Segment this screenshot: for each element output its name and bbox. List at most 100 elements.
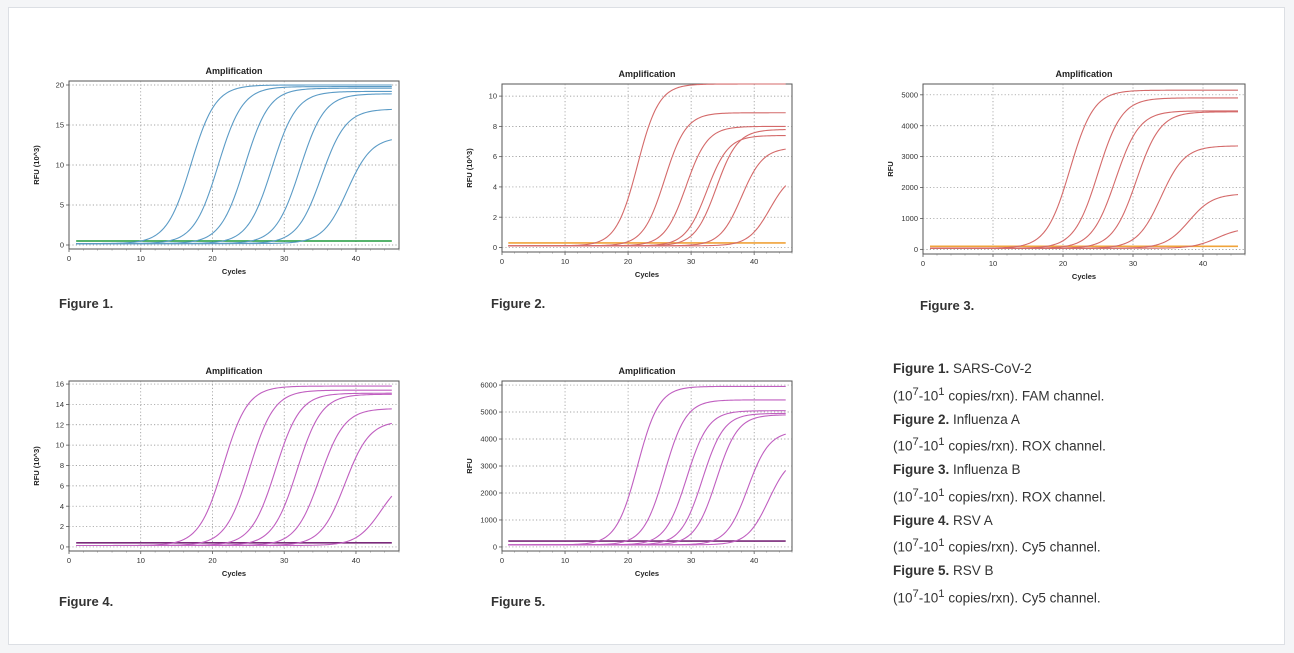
legend-exp-b: 1 <box>938 385 945 398</box>
x-tick-label: 40 <box>750 257 758 266</box>
y-tick-label: 8 <box>60 461 64 470</box>
y-tick-label: 16 <box>56 380 64 389</box>
legend-fig-label: Figure 4. <box>893 512 950 528</box>
x-tick-label: 10 <box>137 556 145 565</box>
y-axis-label: RFU (10^3) <box>465 148 474 188</box>
figure-legend: Figure 1. SARS-CoV-2 (107-101 copies/rxn… <box>893 357 1273 610</box>
plot-area <box>922 83 1246 255</box>
legend-range-a: (10 <box>893 539 913 555</box>
legend-channel: copies/rxn). ROX channel. <box>944 438 1106 454</box>
x-tick-label: 10 <box>561 257 569 266</box>
legend-entry-figure-1: Figure 1. SARS-CoV-2 (107-101 copies/rxn… <box>893 357 1273 408</box>
y-tick-label: 1000 <box>901 214 918 223</box>
legend-exp-b: 1 <box>938 587 945 600</box>
x-tick-label: 0 <box>500 556 504 565</box>
y-tick-label: 8 <box>493 122 497 131</box>
legend-entry-figure-3: Figure 3. Influenza B (107-101 copies/rx… <box>893 458 1273 509</box>
y-tick-label: 4000 <box>901 121 918 130</box>
legend-channel: copies/rxn). Cy5 channel. <box>944 539 1101 555</box>
x-axis-label: Cycles <box>222 569 246 578</box>
legend-exp-a: 7 <box>912 436 919 448</box>
x-tick-label: 0 <box>67 556 71 565</box>
caption-figure-2: Figure 2. <box>491 296 546 311</box>
y-tick-label: 5000 <box>901 90 918 99</box>
x-tick-label: 40 <box>352 254 360 263</box>
legend-target: RSV B <box>949 563 994 578</box>
caption-figure-4: Figure 4. <box>59 594 114 609</box>
x-tick-label: 30 <box>280 254 288 263</box>
legend-entry-figure-4: Figure 4. RSV A (107-101 copies/rxn). Cy… <box>893 509 1273 560</box>
chart-title: Amplification <box>618 366 675 376</box>
legend-exp-b: 1 <box>938 537 945 549</box>
amplification-curve <box>76 139 392 245</box>
legend-exp-a: 7 <box>912 385 919 398</box>
legend-exp-b: 1 <box>938 486 945 499</box>
legend-exp-a: 7 <box>912 537 919 549</box>
y-axis-label: RFU (10^3) <box>32 446 41 486</box>
y-tick-label: 10 <box>56 161 64 170</box>
x-axis-label: Cycles <box>222 267 246 276</box>
legend-entry-figure-5: Figure 5. RSV B (107-101 copies/rxn). Cy… <box>893 559 1273 610</box>
y-tick-label: 0 <box>493 243 497 252</box>
y-axis-label: RFU <box>886 161 895 176</box>
x-tick-label: 40 <box>1199 259 1207 268</box>
y-tick-label: 0 <box>493 543 497 552</box>
x-tick-label: 20 <box>624 556 632 565</box>
x-axis-label: Cycles <box>635 569 659 578</box>
y-tick-label: 2000 <box>480 489 497 498</box>
y-tick-label: 6000 <box>480 381 497 390</box>
legend-exp-a: 7 <box>912 486 919 499</box>
plot-area <box>68 80 400 250</box>
x-tick-label: 10 <box>989 259 997 268</box>
y-tick-label: 0 <box>914 245 918 254</box>
x-tick-label: 30 <box>280 556 288 565</box>
legend-fig-label: Figure 3. <box>893 462 950 477</box>
y-tick-label: 0 <box>60 543 64 552</box>
y-tick-label: 14 <box>56 400 64 409</box>
plot-area <box>501 380 793 552</box>
amplification-curve <box>508 470 787 546</box>
x-tick-label: 40 <box>352 556 360 565</box>
legend-range-a: (10 <box>893 489 913 504</box>
y-tick-label: 6 <box>493 152 497 161</box>
x-axis-label: Cycles <box>635 270 659 279</box>
chart-figure-3: Amplification 0 10 20 30 40 0 1000 2000 3000 4000 5… <box>886 69 1246 281</box>
x-tick-label: 20 <box>208 254 216 263</box>
x-tick-label: 0 <box>67 254 71 263</box>
y-tick-label: 1000 <box>480 516 497 525</box>
chart-figure-4: Amplification 0 10 20 30 40 0 2 4 6 8 10 12 14 16 Cycle… <box>32 366 400 578</box>
y-axis-label: RFU (10^3) <box>32 145 41 185</box>
legend-channel: copies/rxn). ROX channel. <box>944 489 1106 504</box>
legend-range-b: -10 <box>918 388 939 403</box>
y-tick-label: 10 <box>56 441 64 450</box>
legend-target: RSV A <box>949 512 993 528</box>
y-tick-label: 5000 <box>480 408 497 417</box>
x-tick-label: 40 <box>750 556 758 565</box>
y-tick-label: 12 <box>56 420 64 429</box>
amplification-curve <box>930 230 1239 249</box>
amplification-curve <box>76 84 392 245</box>
y-tick-label: 2000 <box>901 183 918 192</box>
y-tick-label: 3000 <box>480 462 497 471</box>
chart-title: Amplification <box>205 366 262 376</box>
y-tick-label: 4 <box>60 502 64 511</box>
chart-title: Amplification <box>1055 69 1112 79</box>
y-tick-label: 15 <box>56 121 64 130</box>
caption-figure-3: Figure 3. <box>920 298 975 313</box>
y-tick-label: 2 <box>493 213 497 222</box>
legend-range-a: (10 <box>893 438 913 454</box>
x-tick-label: 30 <box>1129 259 1137 268</box>
y-tick-label: 2 <box>60 522 64 531</box>
y-tick-label: 10 <box>489 92 497 101</box>
y-tick-label: 4000 <box>480 435 497 444</box>
x-tick-label: 10 <box>137 254 145 263</box>
y-tick-label: 20 <box>56 81 64 90</box>
legend-target: Influenza A <box>949 411 1020 427</box>
legend-channel: copies/rxn). FAM channel. <box>944 388 1105 403</box>
legend-target: Influenza B <box>949 462 1021 477</box>
figure-panel: Amplification 0 10 20 30 40 0 5 10 15 20 Cycles RFU … <box>8 7 1285 645</box>
y-tick-label: 5 <box>60 201 64 210</box>
x-tick-label: 0 <box>500 257 504 266</box>
chart-title: Amplification <box>205 66 262 76</box>
legend-entry-figure-2: Figure 2. Influenza A (107-101 copies/rx… <box>893 408 1273 459</box>
